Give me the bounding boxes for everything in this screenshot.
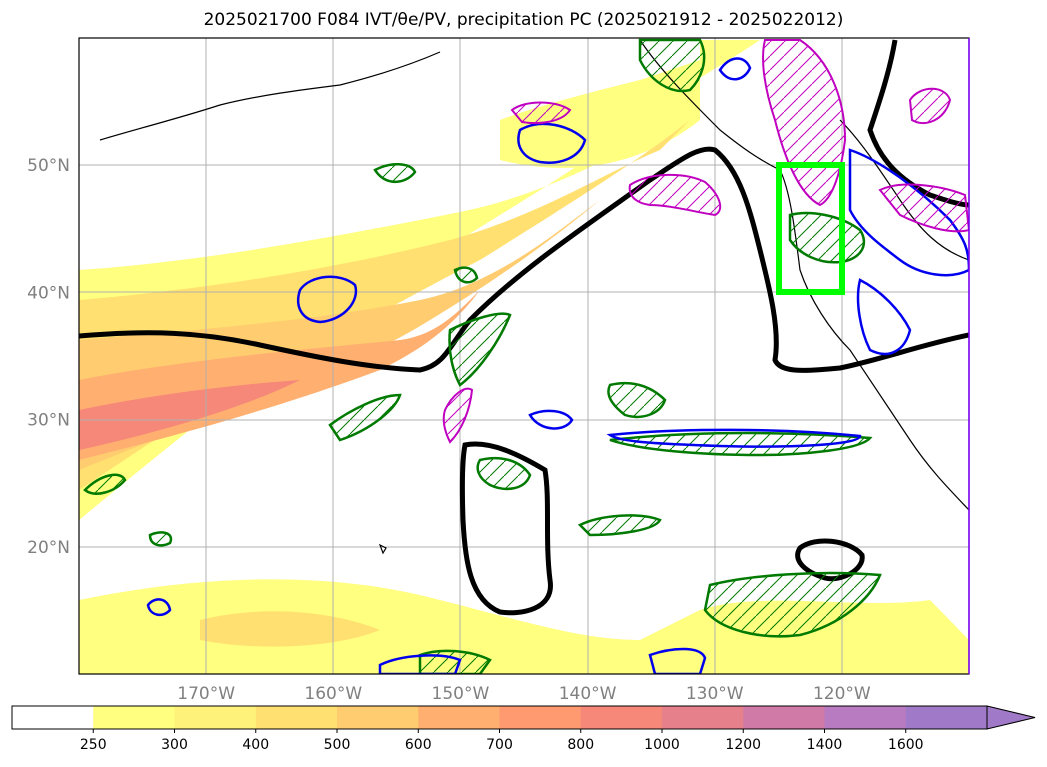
lon-tick-label: 160°W [304, 684, 362, 704]
colorbar-tick-label: 300 [161, 737, 188, 753]
lat-tick-label: 50°N [27, 156, 70, 176]
colorbar-segment [337, 706, 419, 729]
lon-tick-label: 150°W [432, 684, 490, 704]
colorbar-segment [662, 706, 744, 729]
colorbar-extend-arrow [986, 705, 1036, 730]
precip-blue-contours [146, 57, 969, 674]
ivt-colorbar: 250 300 400 500 600 700 800 1000 1200 1400 1600 [11, 705, 1036, 753]
lon-tick-label: 130°W [686, 684, 744, 704]
lat-tick-label: 40°N [27, 283, 70, 303]
colorbar-tick-label: 1600 [888, 737, 924, 753]
lat-tick-label: 30°N [27, 411, 70, 431]
region-highlight-box [776, 162, 845, 295]
colorbar-segment [12, 706, 94, 729]
colorbar-segment [499, 706, 582, 729]
colorbar-tick-label: 500 [324, 737, 351, 753]
colorbar-tick-label: 400 [242, 737, 269, 753]
colorbar-segment [824, 706, 907, 729]
colorbar-segment [418, 706, 500, 729]
colorbar-tick-label: 600 [405, 737, 432, 753]
colorbar-tick-label: 1000 [644, 737, 680, 753]
plot-area [79, 38, 969, 674]
colorbar-segment [174, 706, 257, 729]
colorbar-segment [580, 706, 663, 729]
lon-tick-label: 140°W [559, 684, 617, 704]
lat-tick-label: 20°N [27, 538, 70, 558]
colorbar-segment [93, 706, 175, 729]
colorbar-segment [255, 706, 338, 729]
colorbar-tick-label: 1400 [807, 737, 843, 753]
longitude-tick-labels: 170°W 160°W 150°W 140°W 130°W 120°W [177, 684, 871, 704]
precip-green-contours [83, 38, 882, 674]
colorbar-tick-label: 1200 [725, 737, 761, 753]
lon-tick-label: 170°W [177, 684, 235, 704]
map-title: 2025021700 F084 IVT/θe/PV, precipitation… [203, 10, 844, 30]
colorbar-segment [905, 706, 988, 729]
colorbar-tick-label: 700 [486, 737, 513, 753]
colorbar-tick-label: 250 [80, 737, 107, 753]
latitude-tick-labels: 20°N 30°N 40°N 50°N [27, 156, 70, 558]
colorbar-tick-label: 800 [567, 737, 594, 753]
colorbar-segment [743, 706, 825, 729]
lon-tick-label: 120°W [813, 684, 871, 704]
